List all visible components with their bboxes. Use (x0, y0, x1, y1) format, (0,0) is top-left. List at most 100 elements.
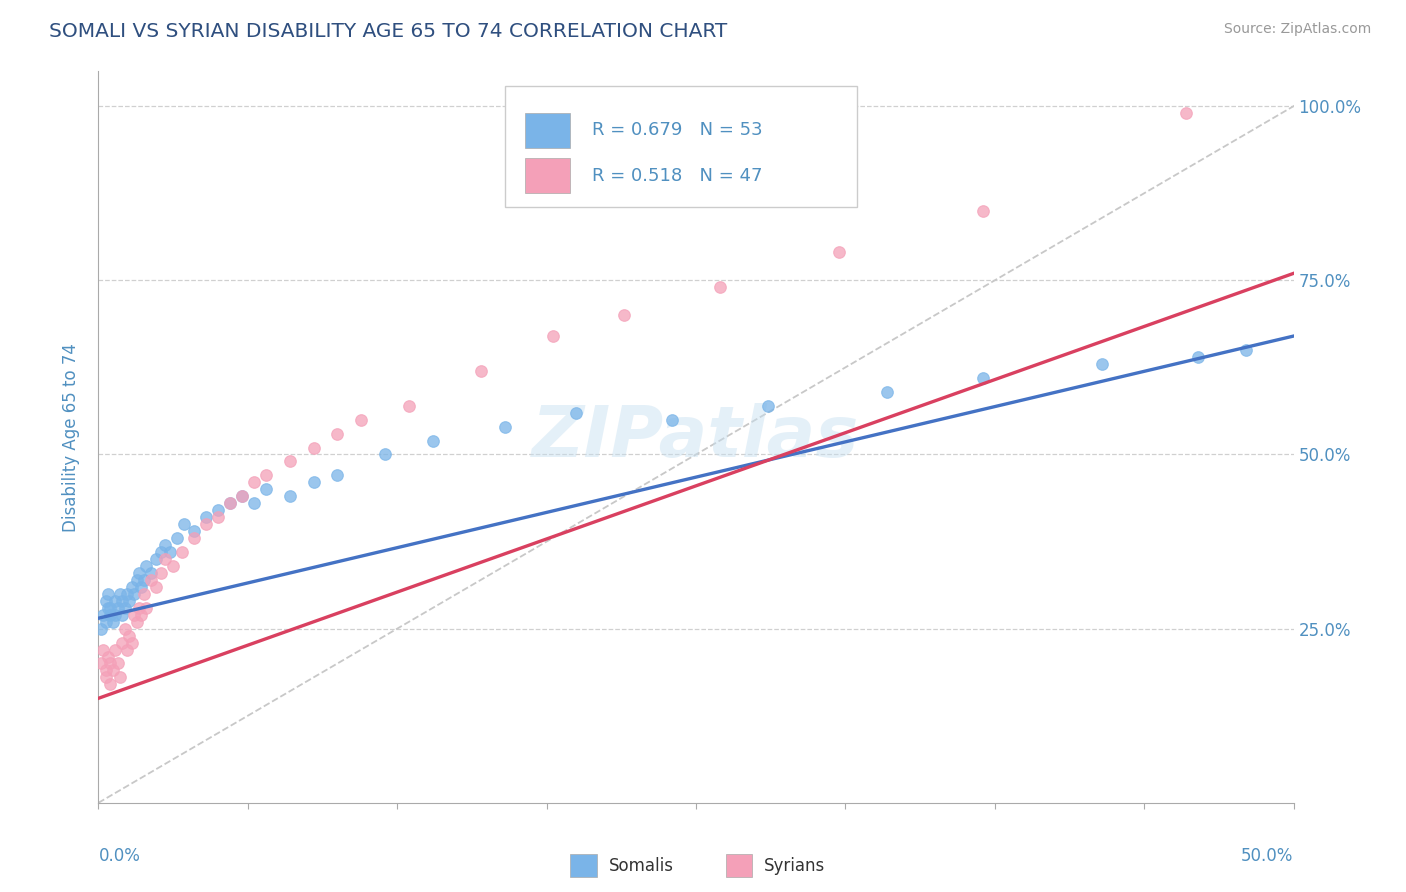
Point (876, 384, 898, 399)
Point (231, 489, 253, 503)
Point (121, 635, 143, 649)
Point (132, 587, 155, 601)
Point (94, 664, 117, 678)
Point (101, 664, 124, 678)
Point (97, 587, 120, 601)
Point (125, 615, 148, 629)
Point (91, 607, 114, 622)
Point (114, 622, 136, 636)
Point (155, 552, 177, 566)
Point (101, 615, 124, 629)
Point (302, 441, 325, 455)
FancyBboxPatch shape (725, 854, 752, 878)
Point (278, 454, 301, 468)
Point (128, 600, 150, 615)
Point (139, 573, 162, 587)
Point (111, 635, 134, 649)
Point (278, 489, 301, 503)
Point (219, 496, 242, 510)
Point (135, 600, 157, 615)
Point (1091, 357, 1114, 371)
Point (541, 329, 564, 343)
Point (1234, 343, 1257, 357)
Point (139, 566, 162, 580)
FancyBboxPatch shape (524, 113, 571, 148)
Point (98, 677, 122, 691)
Point (90, 657, 112, 671)
Point (131, 580, 153, 594)
Point (90, 622, 112, 636)
Point (183, 531, 205, 545)
Point (494, 419, 516, 434)
Point (173, 517, 195, 532)
Point (159, 545, 181, 559)
Point (91, 642, 114, 657)
Point (118, 594, 141, 608)
Point (398, 399, 420, 413)
Point (131, 607, 153, 622)
Point (94, 670, 117, 684)
Point (243, 475, 266, 490)
Point (132, 573, 155, 587)
Text: ZIPatlas: ZIPatlas (533, 402, 859, 472)
Point (145, 580, 167, 594)
Point (422, 434, 444, 448)
Point (124, 607, 146, 622)
Point (98, 600, 122, 615)
Point (125, 573, 148, 587)
Text: 50.0%: 50.0% (1241, 847, 1294, 864)
Point (124, 587, 146, 601)
Point (350, 412, 373, 426)
FancyBboxPatch shape (524, 158, 571, 194)
Point (219, 496, 242, 510)
Point (108, 670, 131, 684)
Point (104, 594, 127, 608)
Point (115, 587, 138, 601)
Point (195, 517, 218, 532)
Text: Somalis: Somalis (609, 856, 673, 875)
Point (972, 203, 994, 218)
Point (111, 607, 134, 622)
Point (149, 566, 172, 580)
Point (114, 600, 136, 615)
Point (98, 607, 122, 622)
Point (162, 558, 184, 573)
Point (243, 496, 266, 510)
Point (155, 538, 177, 552)
Point (302, 475, 325, 490)
Text: R = 0.679   N = 53: R = 0.679 N = 53 (592, 121, 762, 139)
Text: 0.0%: 0.0% (98, 847, 141, 864)
Point (97, 649, 120, 664)
Point (374, 448, 396, 462)
Point (128, 566, 150, 580)
FancyBboxPatch shape (505, 86, 858, 207)
Point (94, 615, 117, 629)
Point (470, 364, 492, 378)
Point (111, 594, 134, 608)
Point (118, 629, 141, 643)
Point (661, 412, 683, 426)
Text: SOMALI VS SYRIAN DISABILITY AGE 65 TO 74 CORRELATION CHART: SOMALI VS SYRIAN DISABILITY AGE 65 TO 74… (49, 22, 727, 41)
Point (326, 426, 349, 441)
Point (254, 468, 277, 483)
Point (107, 657, 129, 671)
Point (135, 558, 157, 573)
Point (254, 483, 277, 497)
Point (166, 531, 188, 545)
FancyBboxPatch shape (571, 854, 596, 878)
Point (104, 642, 127, 657)
Point (1175, 106, 1198, 120)
Point (709, 280, 731, 294)
Point (207, 510, 229, 524)
Point (115, 642, 138, 657)
Point (207, 503, 229, 517)
Point (107, 600, 129, 615)
Point (231, 489, 253, 503)
Point (108, 587, 131, 601)
Point (195, 510, 218, 524)
Point (183, 524, 205, 538)
Text: Syrians: Syrians (763, 856, 825, 875)
Point (1187, 350, 1209, 364)
Point (972, 371, 994, 385)
Point (756, 399, 779, 413)
